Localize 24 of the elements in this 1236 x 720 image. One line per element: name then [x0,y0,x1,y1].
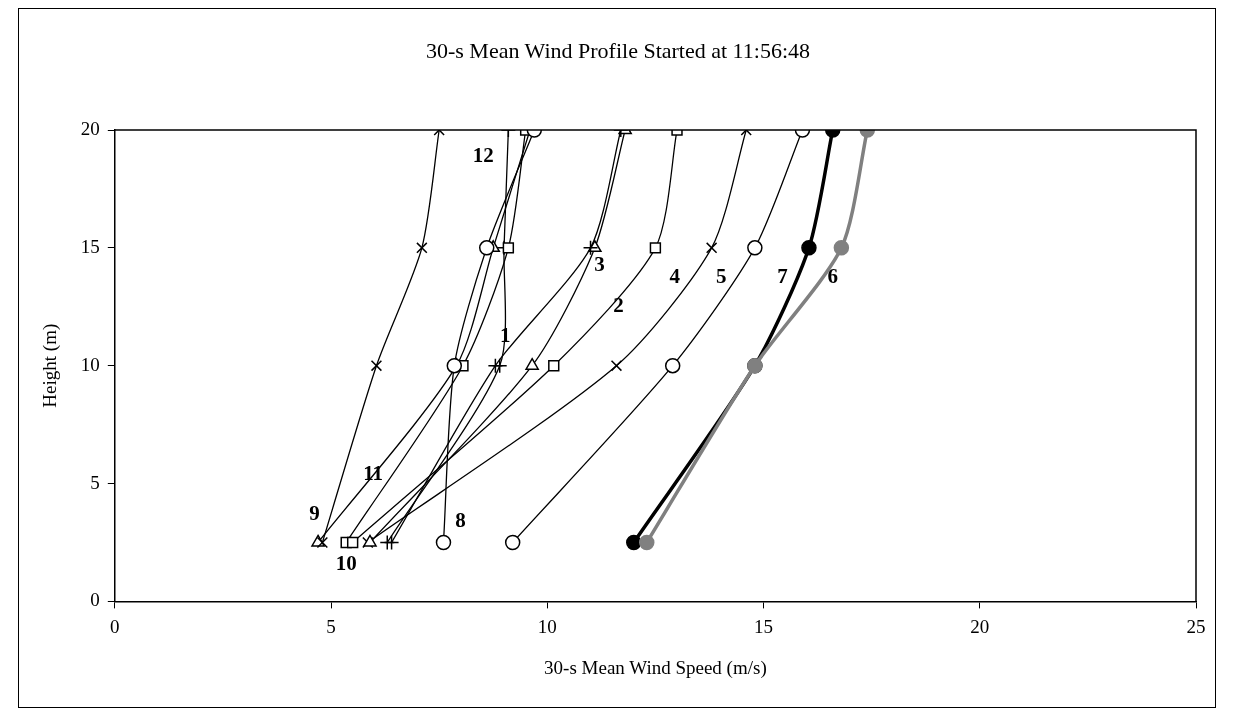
y-tick-label: 15 [80,235,100,257]
series-label: 5 [716,263,727,288]
x-tick-label: 20 [970,615,990,637]
x-tick-label: 10 [537,615,557,637]
series-label: 12 [472,143,494,168]
series-label: 7 [777,263,788,288]
x-tick-label: 25 [1186,615,1206,637]
x-tick-label: 0 [110,615,120,637]
series-label: 2 [613,293,624,318]
series-label: 8 [455,507,466,532]
y-tick-label: 5 [90,471,100,493]
series-label: 3 [594,251,605,276]
series-label: 10 [335,550,357,575]
series-label: 6 [827,263,838,288]
series-label: 9 [309,500,320,525]
y-tick-label: 10 [80,353,100,375]
y-axis-title: Height (m) [39,323,62,408]
x-tick-label: 5 [326,615,336,637]
y-tick-label: 0 [90,589,100,611]
x-axis-title: 30-s Mean Wind Speed (m/s) [544,656,767,679]
x-tick-label: 15 [754,615,774,637]
series-label: 4 [669,263,681,288]
y-tick-label: 20 [80,117,100,139]
chart-title: 30-s Mean Wind Profile Started at 11:56:48 [424,38,812,64]
